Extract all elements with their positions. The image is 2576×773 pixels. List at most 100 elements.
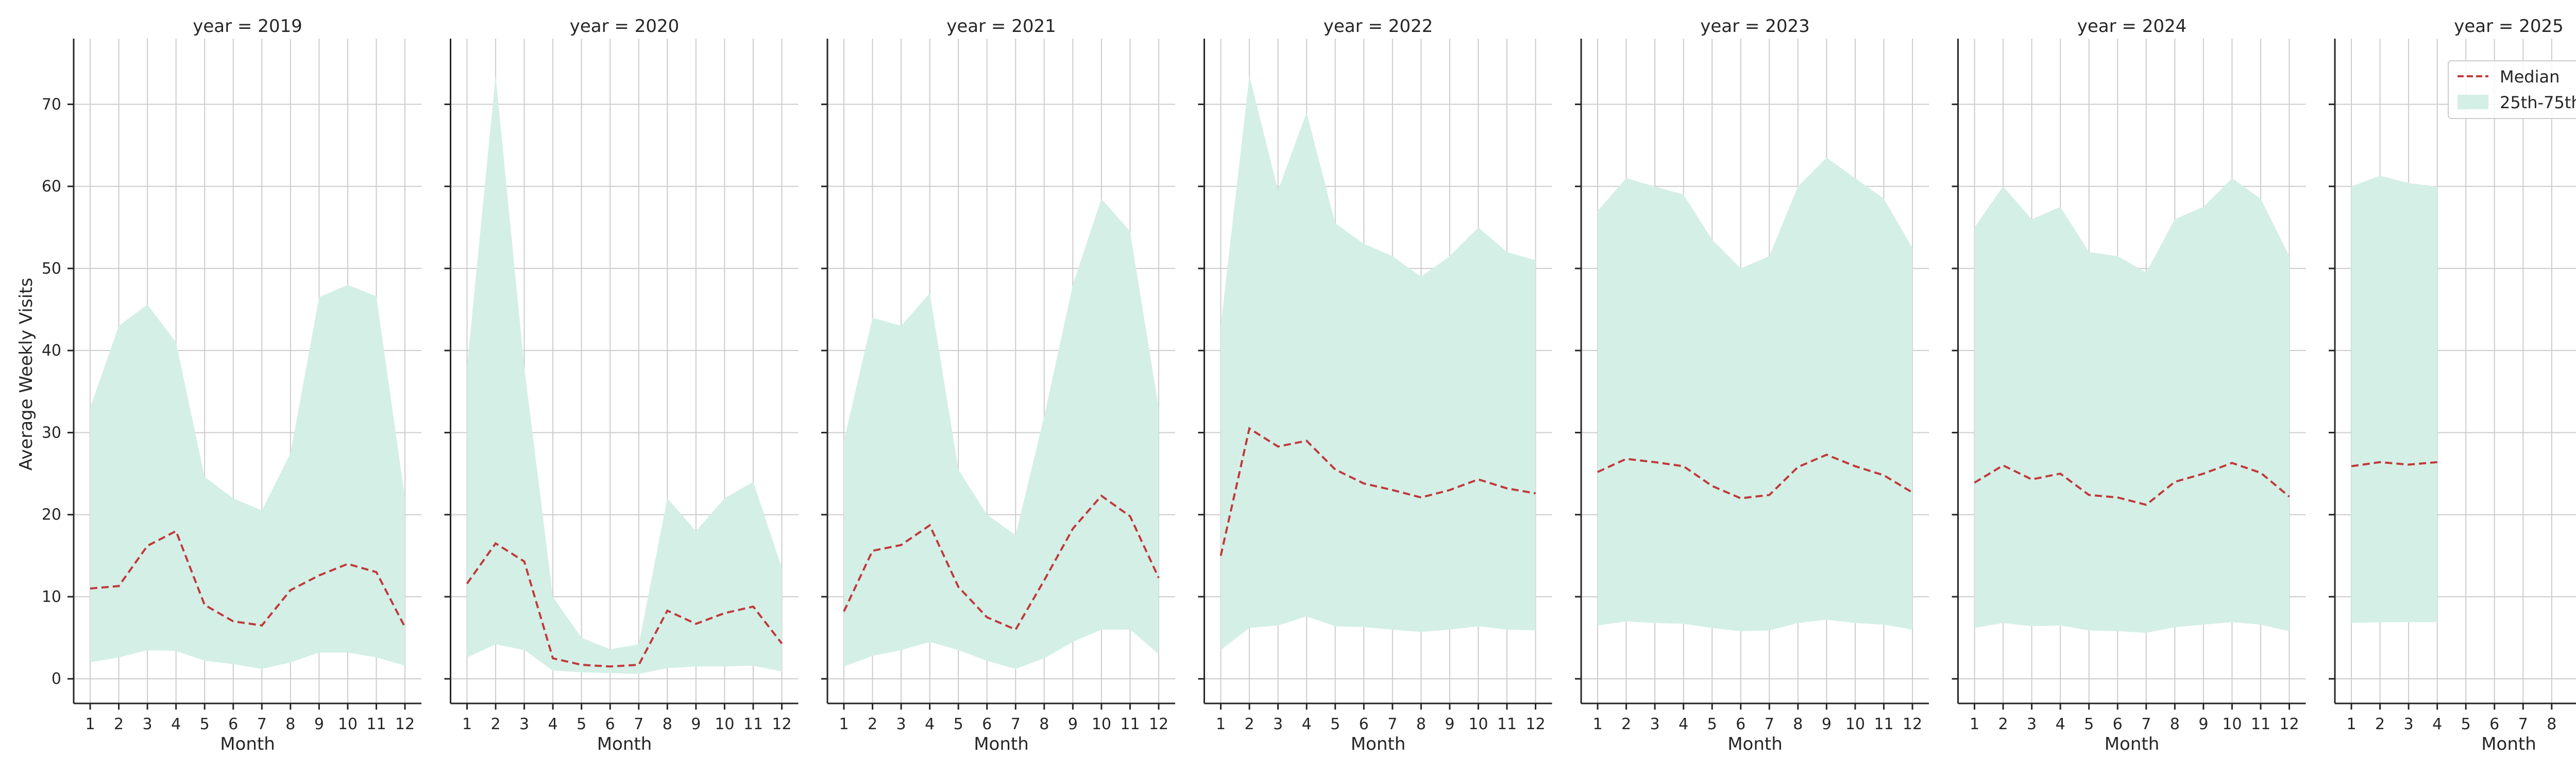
x-tick-label: 10 xyxy=(338,715,358,733)
x-tick-label: 9 xyxy=(1445,715,1454,733)
x-tick-label: 7 xyxy=(1765,715,1774,733)
median-line xyxy=(2351,461,2437,467)
panel-title: year = 2020 xyxy=(570,16,679,37)
median-line xyxy=(1219,427,1536,556)
x-tick-label: 2 xyxy=(2375,715,2385,733)
x-tick-label: 8 xyxy=(1039,715,1049,733)
y-tick-label: 50 xyxy=(42,260,61,278)
x-tick-label: 11 xyxy=(1497,715,1517,733)
x-tick-label: 9 xyxy=(2575,715,2576,733)
percentile-band xyxy=(844,198,1159,669)
x-tick-label: 10 xyxy=(715,715,734,733)
x-tick-label: 8 xyxy=(1793,715,1803,733)
x-tick-label: 9 xyxy=(1068,715,1078,733)
median-line xyxy=(90,529,406,628)
x-axis-label: Month xyxy=(1727,734,1783,754)
x-tick-label: 10 xyxy=(1468,715,1488,733)
x-tick-label: 8 xyxy=(285,715,295,733)
panel-title: year = 2025 xyxy=(2454,16,2563,37)
x-tick-label: 7 xyxy=(1387,715,1397,733)
x-tick-label: 2 xyxy=(1621,715,1631,733)
x-axis-label: Month xyxy=(220,734,275,754)
x-tick-label: 10 xyxy=(2222,715,2242,733)
x-tick-label: 3 xyxy=(143,715,152,733)
x-tick-label: 8 xyxy=(663,715,672,733)
x-tick-label: 11 xyxy=(366,715,386,733)
x-tick-label: 11 xyxy=(1874,715,1893,733)
panel-title: year = 2021 xyxy=(946,16,1056,37)
legend-band-swatch xyxy=(2458,95,2488,109)
x-tick-label: 5 xyxy=(1707,715,1717,733)
x-tick-label: 9 xyxy=(1822,715,1832,733)
x-tick-label: 4 xyxy=(2432,715,2442,733)
x-axis-label: Month xyxy=(2105,734,2160,754)
y-tick-label: 20 xyxy=(42,506,61,524)
x-tick-label: 1 xyxy=(85,715,95,733)
panel-title: year = 2024 xyxy=(2077,16,2187,37)
x-tick-label: 4 xyxy=(1679,715,1688,733)
x-tick-label: 12 xyxy=(1526,715,1545,733)
y-axis-label: Average Weekly Visits xyxy=(16,278,37,470)
median-line xyxy=(466,542,783,668)
x-tick-label: 4 xyxy=(1302,715,1312,733)
percentile-band xyxy=(1221,75,1536,650)
x-tick-label: 5 xyxy=(1330,715,1340,733)
x-tick-label: 6 xyxy=(228,715,238,733)
x-tick-label: 2 xyxy=(868,715,877,733)
x-tick-label: 1 xyxy=(2346,715,2356,733)
x-tick-label: 8 xyxy=(2547,715,2556,733)
x-axis-label: Month xyxy=(1351,734,1406,754)
median-line xyxy=(1974,462,2290,506)
y-tick-label: 0 xyxy=(52,670,61,688)
x-tick-label: 1 xyxy=(462,715,472,733)
x-tick-label: 12 xyxy=(2279,715,2299,733)
x-tick-label: 5 xyxy=(2461,715,2471,733)
percentile-band xyxy=(90,284,405,669)
x-tick-label: 11 xyxy=(2251,715,2270,733)
x-tick-label: 7 xyxy=(2518,715,2528,733)
x-tick-label: 5 xyxy=(577,715,586,733)
median-line xyxy=(843,494,1160,631)
y-tick-label: 60 xyxy=(42,178,61,196)
legend-median-label: Median xyxy=(2500,67,2560,87)
x-tick-label: 11 xyxy=(1120,715,1140,733)
x-tick-label: 2 xyxy=(1244,715,1254,733)
panel-title: year = 2019 xyxy=(193,16,302,37)
panel-title: year = 2023 xyxy=(1700,16,1809,37)
x-tick-label: 1 xyxy=(839,715,849,733)
x-axis-label: Month xyxy=(2481,734,2536,754)
y-tick-label: 40 xyxy=(42,342,61,360)
y-tick-label: 10 xyxy=(42,588,61,606)
x-tick-label: 5 xyxy=(200,715,210,733)
legend-band-label: 25th-75th Percentile xyxy=(2500,93,2576,112)
x-tick-label: 12 xyxy=(772,715,791,733)
x-tick-label: 1 xyxy=(1970,715,1979,733)
x-tick-label: 3 xyxy=(1650,715,1660,733)
x-tick-label: 10 xyxy=(1845,715,1865,733)
x-tick-label: 7 xyxy=(634,715,643,733)
x-tick-label: 3 xyxy=(519,715,529,733)
x-tick-label: 6 xyxy=(2113,715,2123,733)
x-tick-label: 6 xyxy=(605,715,615,733)
x-tick-label: 1 xyxy=(1216,715,1226,733)
x-axis-label: Month xyxy=(597,734,652,754)
x-tick-label: 9 xyxy=(691,715,701,733)
x-tick-label: 6 xyxy=(982,715,992,733)
x-tick-label: 7 xyxy=(2141,715,2151,733)
x-tick-label: 3 xyxy=(2404,715,2414,733)
x-tick-label: 7 xyxy=(257,715,267,733)
x-tick-label: 10 xyxy=(1092,715,1111,733)
percentile-band xyxy=(1974,178,2290,633)
y-tick-label: 70 xyxy=(42,95,61,113)
y-tick-label: 30 xyxy=(42,424,61,442)
x-tick-label: 3 xyxy=(2027,715,2037,733)
x-tick-label: 12 xyxy=(395,715,415,733)
